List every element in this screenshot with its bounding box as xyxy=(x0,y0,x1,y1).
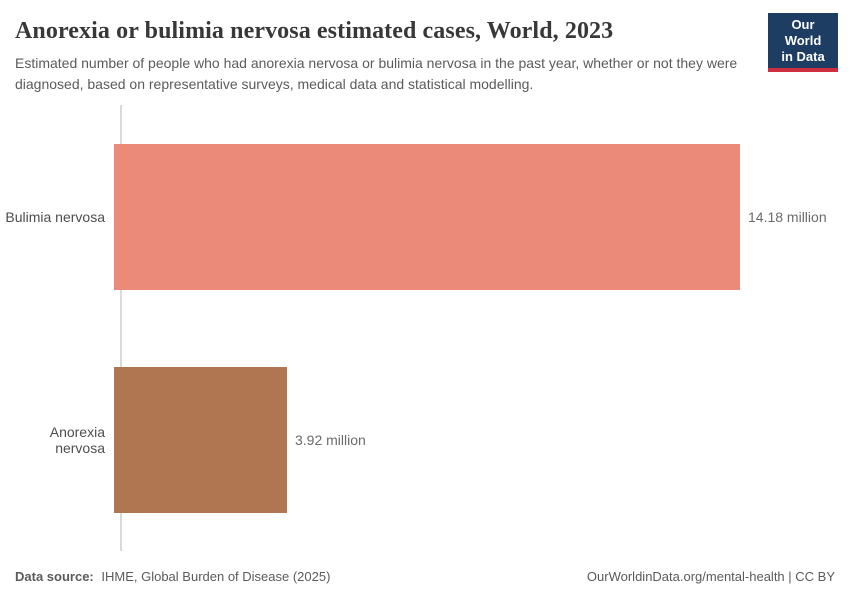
value-label-anorexia-nervosa: 3.92 million xyxy=(295,431,366,448)
owid-logo: Our World in Data xyxy=(768,13,838,72)
category-label-anorexia-nervosa: Anorexia nervosa xyxy=(49,423,105,456)
bar-chart: Bulimia nervosa 14.18 million Anorexia n… xyxy=(0,105,850,551)
value-label-bulimia-nervosa: 14.18 million xyxy=(748,208,827,225)
chart-subtitle: Estimated number of people who had anore… xyxy=(15,55,738,92)
owid-logo-line1: Our World xyxy=(784,17,822,48)
data-source: Data source: IHME, Global Burden of Dise… xyxy=(15,568,330,585)
data-source-label: Data source: xyxy=(15,569,94,584)
owid-logo-line2: in Data xyxy=(781,49,825,64)
chart-title: Anorexia or bulimia nervosa estimated ca… xyxy=(15,18,614,44)
y-axis-line xyxy=(120,105,122,551)
attribution: OurWorldinData.org/mental-health | CC BY xyxy=(586,569,835,584)
category-label-bulimia-nervosa: Bulimia nervosa xyxy=(5,208,105,225)
data-source-value: IHME, Global Burden of Disease (2025) xyxy=(101,569,331,584)
bar-row: Anorexia nervosa 3.92 million xyxy=(0,328,850,551)
chart-footer: Data source: IHME, Global Burden of Dise… xyxy=(15,568,835,585)
bar-anorexia-nervosa[interactable] xyxy=(114,366,287,513)
bar-bulimia-nervosa[interactable] xyxy=(114,143,740,290)
bar-row: Bulimia nervosa 14.18 million xyxy=(0,105,850,328)
